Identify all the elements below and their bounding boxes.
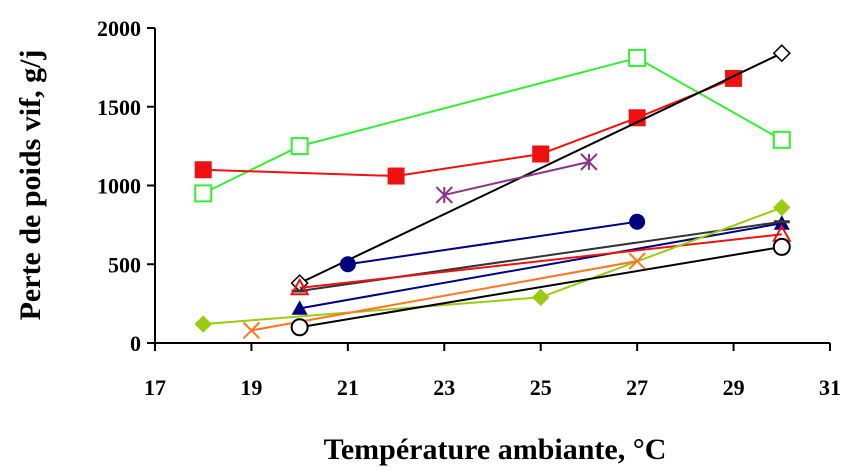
series-layer [194,44,792,340]
data-point [532,145,550,163]
data-point [629,213,646,230]
tick-labels: 0 500 1000 1500 2000 17 19 21 23 25 27 29 31 [97,16,841,400]
series-line [347,220,638,266]
series-line [202,56,783,195]
series-2 [194,69,743,185]
data-point [339,256,356,273]
data-point [772,44,791,63]
data-point [628,109,646,127]
x-tick-label: 17 [144,375,166,400]
series-line [444,160,590,196]
series-5 [339,213,646,273]
data-point [289,277,310,296]
series-line [299,52,783,285]
series-line [203,77,734,178]
series-line [251,260,638,332]
y-tick-label: 2000 [97,16,141,41]
x-tick-label: 29 [723,375,745,400]
x-tick-label: 27 [626,375,648,400]
data-point [435,186,453,204]
y-tick-label: 1500 [97,95,141,120]
x-tick-label: 21 [337,375,359,400]
series-11 [290,237,791,337]
data-point [242,321,261,340]
series-4 [435,153,598,204]
series-line [299,245,782,329]
series-10 [242,252,646,340]
data-point [580,153,598,171]
data-point [628,252,646,270]
data-point [194,161,212,179]
data-point [772,237,791,256]
data-point [532,288,550,307]
data-point [773,198,791,217]
y-axis-title: Perte de poids vif, g/j [14,50,47,321]
data-point [291,300,308,315]
axes [147,27,831,351]
data-point [772,130,791,149]
y-tick-label: 0 [130,331,141,356]
series-line [299,233,782,289]
series-1 [194,48,791,203]
data-point [290,318,309,337]
y-tick-label: 500 [108,252,141,277]
x-tick-label: 23 [433,375,455,400]
x-tick-label: 31 [819,375,841,400]
y-tick-label: 1000 [97,174,141,199]
data-point [628,48,647,67]
data-point [194,184,213,203]
x-tick-label: 19 [240,375,262,400]
x-axis-title: Température ambiante, °C [324,433,667,466]
data-point [194,315,212,333]
x-tick-label: 25 [530,375,552,400]
series-9 [194,198,791,333]
data-point [387,167,405,185]
data-point [290,137,309,156]
